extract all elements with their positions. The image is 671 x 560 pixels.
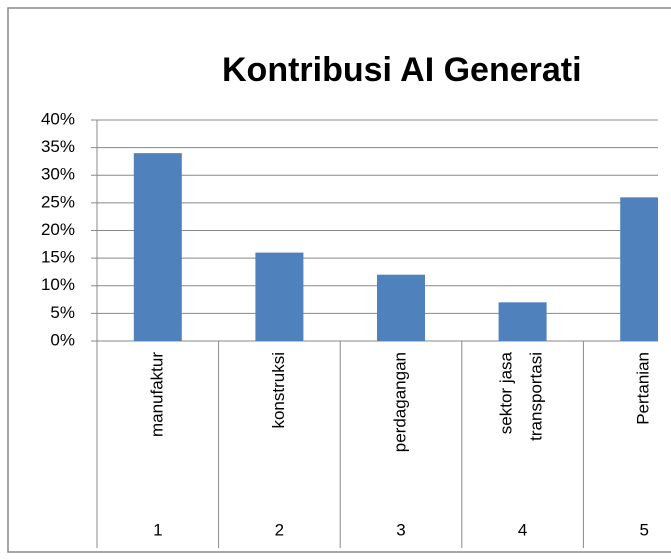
y-tick-label: 5%	[50, 303, 75, 322]
x-tick-label: Pertanian	[634, 352, 653, 425]
y-tick-label: 20%	[41, 220, 75, 239]
plot-area: manufaktur 1 konstruksi 2 perdagangan 3 sektor…	[97, 119, 658, 548]
bar	[133, 153, 182, 341]
y-tick-label: 35%	[41, 137, 75, 156]
x-group-label: 5	[639, 520, 648, 539]
x-tick-label: konstruksi	[269, 352, 288, 429]
chart-title: Kontribusi AI Generati	[222, 51, 582, 89]
y-tick-label: 30%	[41, 165, 75, 184]
x-group-label: 1	[153, 520, 162, 539]
chart-border	[7, 7, 671, 553]
x-tick-label: sektor jasa transportasi	[497, 351, 546, 440]
y-tick-label: 0%	[50, 330, 75, 349]
bar	[620, 197, 658, 341]
y-tick-label: 25%	[41, 192, 75, 211]
x-tick-label: perdagangan	[390, 352, 409, 452]
bar	[498, 302, 547, 341]
y-tick-label: 15%	[41, 248, 75, 267]
x-group-label: 3	[396, 520, 405, 539]
x-group-label: 2	[275, 520, 284, 539]
x-group-label: 4	[518, 520, 527, 539]
x-tick-label: manufaktur	[147, 352, 166, 437]
y-tick-label: 40%	[41, 109, 75, 128]
bar	[377, 274, 425, 341]
y-tick-label: 10%	[41, 275, 75, 294]
bar	[255, 252, 304, 341]
